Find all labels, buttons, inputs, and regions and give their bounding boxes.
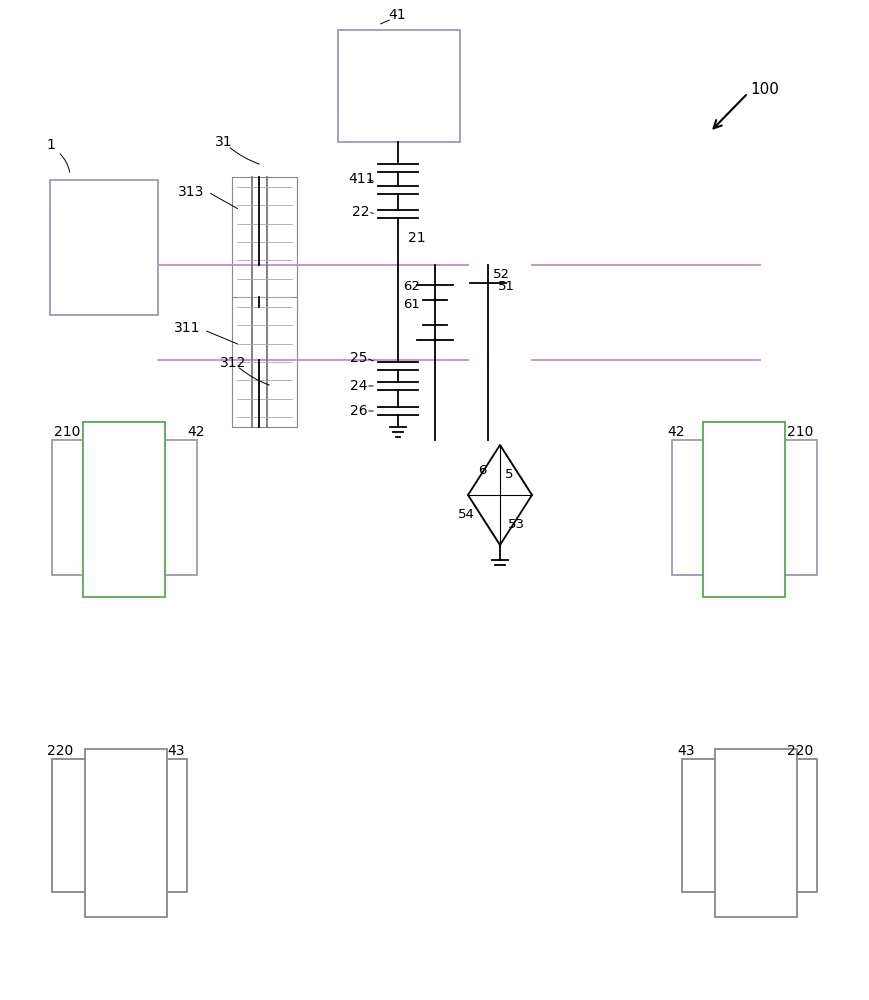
Text: 312: 312 bbox=[220, 356, 247, 370]
Text: 220: 220 bbox=[47, 744, 73, 758]
Bar bbox=[682, 759, 817, 892]
Text: 61: 61 bbox=[403, 298, 420, 312]
Text: 43: 43 bbox=[167, 744, 184, 758]
Text: 26: 26 bbox=[350, 404, 368, 418]
Text: 220: 220 bbox=[787, 744, 813, 758]
Text: 22: 22 bbox=[352, 205, 369, 219]
Text: 25: 25 bbox=[350, 351, 368, 365]
Text: 42: 42 bbox=[667, 425, 685, 439]
Text: 411: 411 bbox=[348, 172, 375, 186]
Text: 52: 52 bbox=[493, 268, 510, 282]
Bar bbox=[232, 297, 297, 427]
Text: 31: 31 bbox=[215, 135, 233, 149]
Text: 311: 311 bbox=[174, 321, 201, 335]
Text: 210: 210 bbox=[54, 425, 80, 439]
Bar bbox=[232, 177, 297, 307]
Bar bbox=[52, 759, 187, 892]
Bar bbox=[672, 440, 817, 575]
Text: 21: 21 bbox=[408, 231, 426, 245]
Text: 54: 54 bbox=[458, 508, 474, 522]
Text: 42: 42 bbox=[187, 425, 204, 439]
Bar bbox=[52, 440, 197, 575]
Text: 24: 24 bbox=[350, 379, 368, 393]
Text: 5: 5 bbox=[505, 468, 514, 482]
Bar bbox=[703, 422, 785, 597]
Bar bbox=[715, 749, 797, 917]
Text: 6: 6 bbox=[478, 464, 487, 477]
Text: 313: 313 bbox=[178, 185, 204, 199]
Text: 51: 51 bbox=[498, 280, 515, 294]
Text: 210: 210 bbox=[787, 425, 813, 439]
Bar bbox=[85, 749, 167, 917]
Bar bbox=[50, 180, 158, 315]
Text: 100: 100 bbox=[750, 83, 779, 98]
Bar bbox=[83, 422, 165, 597]
Text: 62: 62 bbox=[403, 280, 420, 294]
Text: 53: 53 bbox=[508, 518, 525, 532]
Bar bbox=[338, 30, 460, 142]
Text: 41: 41 bbox=[388, 8, 406, 22]
Text: 1: 1 bbox=[46, 138, 55, 152]
Text: 43: 43 bbox=[677, 744, 694, 758]
